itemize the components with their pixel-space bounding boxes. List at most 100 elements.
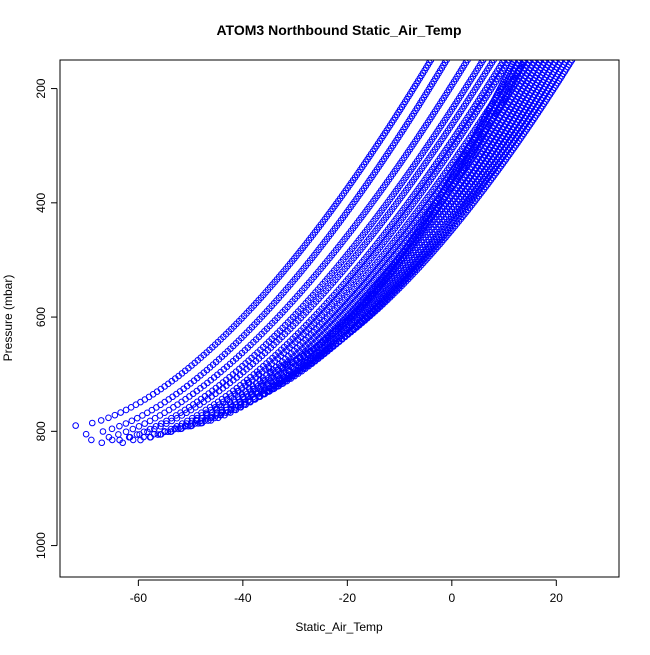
- data-point: [88, 436, 95, 444]
- data-point: [244, 379, 252, 387]
- x-tick-label: -40: [234, 591, 252, 605]
- data-point: [219, 408, 226, 415]
- data-point: [88, 419, 96, 427]
- data-point: [249, 385, 257, 393]
- data-point: [265, 365, 273, 372]
- data-point: [129, 425, 137, 433]
- data-point: [164, 428, 172, 436]
- data-point: [229, 402, 236, 410]
- data-point: [256, 392, 264, 400]
- data-point: [141, 420, 149, 427]
- data-point: [182, 422, 189, 429]
- data-point: [239, 394, 247, 401]
- y-axis-label: Pressure (mbar): [1, 275, 15, 362]
- data-point: [157, 423, 164, 430]
- data-point: [204, 417, 212, 424]
- data-point: [237, 400, 245, 407]
- data-point: [182, 395, 189, 403]
- y-tick-label: 400: [34, 192, 48, 212]
- data-point: [119, 439, 126, 447]
- data-point: [97, 417, 105, 424]
- data-point: [207, 417, 215, 424]
- data-point: [157, 401, 164, 409]
- data-point: [254, 389, 262, 396]
- data-point: [184, 422, 192, 430]
- data-point: [151, 414, 159, 422]
- data-point: [98, 439, 106, 447]
- data-point: [133, 414, 141, 422]
- x-tick-label: -20: [339, 591, 357, 605]
- data-point: [154, 431, 162, 438]
- data-point: [217, 411, 225, 419]
- data-point: [257, 383, 265, 390]
- data-point: [174, 401, 181, 408]
- data-point: [356, 303, 363, 311]
- data-point: [247, 391, 255, 399]
- data-point: [140, 433, 147, 441]
- data-point: [268, 374, 275, 382]
- data-point: [163, 420, 170, 427]
- data-point: [116, 422, 123, 430]
- data-point: [161, 398, 169, 406]
- data-point: [82, 430, 90, 438]
- y-tick-label: 600: [34, 307, 48, 327]
- data-point: [122, 428, 130, 436]
- x-axis-label: Static_Air_Temp: [295, 620, 383, 634]
- data-point: [108, 436, 116, 444]
- data-point: [244, 397, 252, 405]
- x-tick-label: 20: [550, 591, 564, 605]
- data-point: [347, 312, 355, 319]
- data-point: [145, 393, 153, 401]
- data-point: [345, 314, 353, 322]
- data-point: [266, 384, 273, 392]
- x-tick-label: -60: [130, 591, 148, 605]
- data-point: [350, 310, 357, 317]
- data-point: [133, 431, 141, 438]
- data-point: [352, 307, 359, 315]
- x-tick-label: 0: [448, 591, 455, 605]
- data-point: [115, 431, 122, 438]
- data-point: [158, 420, 165, 427]
- data-point: [139, 412, 146, 419]
- data-point: [108, 425, 116, 433]
- data-point: [300, 351, 308, 359]
- data-point: [274, 372, 282, 380]
- data-point: [168, 417, 176, 425]
- data-point: [264, 380, 272, 388]
- data-point: [202, 410, 210, 418]
- data-point: [267, 368, 275, 376]
- data-point: [198, 419, 206, 427]
- data-point: [146, 417, 154, 425]
- data-point: [188, 422, 196, 430]
- data-point: [280, 370, 288, 377]
- data-point: [223, 396, 231, 404]
- y-tick-label: 800: [34, 421, 48, 441]
- data-point: [99, 428, 107, 435]
- data-point: [341, 318, 349, 326]
- data-point: [208, 414, 216, 421]
- data-point: [227, 405, 235, 413]
- data-point: [161, 428, 168, 435]
- data-point: [343, 316, 351, 324]
- data-point: [144, 428, 151, 436]
- data-point: [255, 370, 262, 378]
- data-point: [173, 414, 181, 422]
- plot-frame: [59, 59, 620, 578]
- data-point: [175, 425, 182, 433]
- data-point: [304, 349, 311, 357]
- data-point: [213, 405, 221, 412]
- data-point: [259, 377, 267, 384]
- y-tick-label: 1000: [34, 532, 48, 559]
- data-point: [128, 417, 136, 425]
- y-axis: 200 400 600 800 1000: [34, 78, 58, 559]
- data-point: [171, 425, 179, 432]
- data-point: [135, 423, 143, 430]
- data-point: [72, 422, 79, 429]
- chart-title: ATOM3 Northbound Static_Air_Temp: [216, 22, 461, 38]
- data-point: [178, 412, 186, 419]
- data-point: [129, 436, 137, 444]
- data-point: [105, 414, 112, 422]
- data-point: [277, 362, 284, 370]
